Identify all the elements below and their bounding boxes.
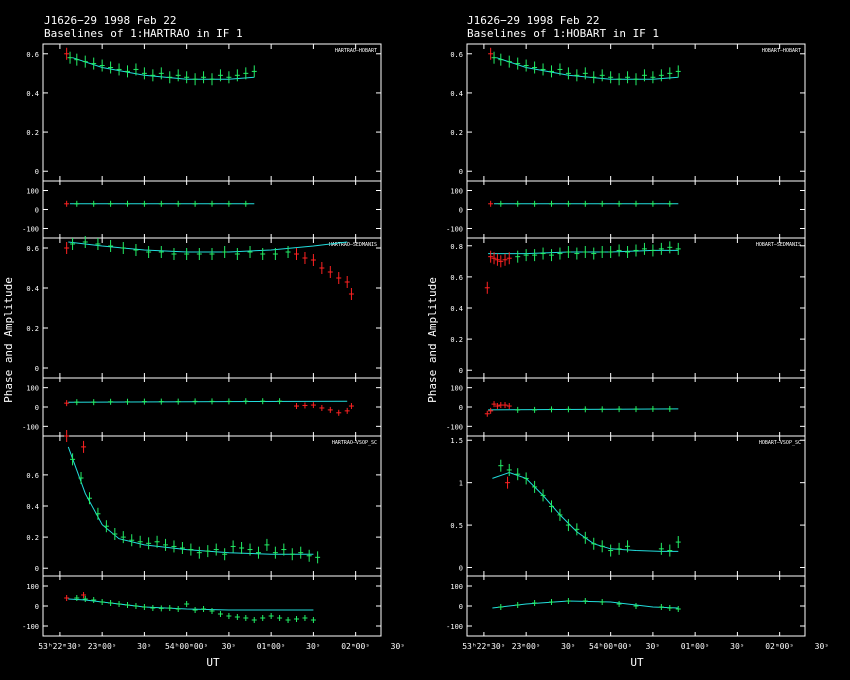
panel-1-amp-tick-label-3: 0.6 [26,51,39,59]
panel-6-amp-tick-label-0: 0 [459,565,463,573]
right-title-line2: Baselines of 1:HOBART in IF 1 [467,27,659,40]
col2-x-tick-label-1: 23ᵐ00ˢ [512,642,541,651]
left-ylabel: Phase and Amplitude [2,277,15,403]
panel-2-amp-tick-label-1: 0.2 [26,325,39,333]
panel-2-phase-model [68,400,348,403]
panel-5-amp-model [488,249,679,255]
panel-2-baseline-label: HARTRAO–SEDMANIS [329,242,377,248]
panel-5-amp-tick-label-0: 0 [459,367,463,375]
panel-2-amp-tick-label-3: 0.6 [26,245,39,253]
right-ylabel: Phase and Amplitude [426,277,439,403]
panel-5-phase-tick-label-0: -100 [446,423,463,431]
col1-x-tick-label-0: 53ʰ22ᵐ30ˢ [38,642,81,651]
panel-3-phase-tick-label-0: -100 [22,623,39,631]
panel-5-phase-tick-label-1: 0 [459,404,463,412]
panel-4-amp-tick-label-0: 0 [459,168,463,176]
col2-x-tick-label-4: 30ˢ [646,642,660,651]
panel-4-baseline-label: HOBART–HOBART [762,48,801,54]
panel-5-amp-tick-label-1: 0.2 [450,336,463,344]
panel-2-phase-tick-label-1: 0 [35,404,39,412]
panel-3-amp-tick-label-3: 0.6 [26,472,39,480]
col2-x-tick-label-6: 30ˢ [730,642,744,651]
panel-6-amp-tick-label-3: 1.5 [450,437,463,445]
panel-1-baseline-label: HARTRAO–HOBART [335,48,377,54]
col2-x-tick-label-8: 30ˢ [815,642,829,651]
panel-1-phase-tick-label-0: -100 [22,226,39,234]
panel-6-amp-tick-label-2: 1 [459,480,463,488]
panel-1-amp-tick-label-2: 0.4 [26,90,39,98]
panel-3-phase-tick-label-1: 0 [35,603,39,611]
panel-3-phase-model [68,598,314,611]
col2-x-tick-label-2: 30ˢ [561,642,575,651]
panel-2-phase-tick-label-0: -100 [22,423,39,431]
panel-4-phase-tick-label-2: 100 [450,188,463,196]
col1-x-tick-label-1: 23ᵐ00ˢ [88,642,117,651]
panel-1-amp-tick-label-0: 0 [35,168,39,176]
panel-1-phase-tick-label-2: 100 [26,188,39,196]
col1-x-tick-label-8: 30ˢ [391,642,405,651]
panel-5-baseline-label: HOBART–SEDMANIS [756,242,801,248]
panel-1-phase-tick-label-1: 0 [35,207,39,215]
panel-2-phase-tick-label-2: 100 [26,385,39,393]
panel-2-amp-tick-label-0: 0 [35,365,39,373]
panel-4-amp-tick-label-2: 0.4 [450,90,463,98]
col1-x-tick-label-2: 30ˢ [137,642,151,651]
panel-4-amp-model [496,57,679,80]
panel-3-amp-tick-label-2: 0.4 [26,503,39,511]
col1-x-tick-label-6: 30ˢ [306,642,320,651]
right-title-line1: J1626−29 1998 Feb 22 [467,14,599,27]
plot-group: HARTRAO–HOBART00.20.40.6-1000100HARTRAO–… [22,43,829,651]
panel-2-amp-model [68,241,348,253]
panel-5-amp-tick-label-3: 0.6 [450,274,463,282]
panel-2-amp-tick-label-2: 0.4 [26,285,39,293]
panel-3-amp-tick-label-1: 0.2 [26,534,39,542]
panel-6-phase-tick-label-0: -100 [446,623,463,631]
panel-1-amp-model [72,57,255,80]
panel-3-amp-tick-label-0: 0 [35,565,39,573]
col2-x-tick-label-0: 53ʰ22ᵐ30ˢ [462,642,505,651]
col1-x-tick-label-3: 54ʰ00ᵐ00ˢ [165,642,208,651]
panel-4-amp-tick-label-3: 0.6 [450,51,463,59]
panel-5-amp-tick-label-4: 0.8 [450,243,463,251]
left-title-line1: J1626−29 1998 Feb 22 [44,14,176,27]
panel-3-phase-tick-label-2: 100 [26,583,39,591]
col2-x-tick-label-5: 01ᵐ00ˢ [681,642,710,651]
left-xlabel: UT [206,656,220,669]
panel-3-baseline-label: HARTRAO–VSOP_SC [332,440,377,446]
panel-6-phase-model [492,600,679,609]
panel-6-phase-tick-label-1: 0 [459,603,463,611]
col2-x-tick-label-3: 54ʰ00ᵐ00ˢ [589,642,632,651]
panel-4-phase-tick-label-0: -100 [446,226,463,234]
col2-x-tick-label-7: 02ᵐ00ˢ [765,642,794,651]
panel-6-amp-tick-label-1: 0.5 [450,522,463,530]
left-title-line2: Baselines of 1:HARTRAO in IF 1 [44,27,243,40]
panel-1-amp-tick-label-1: 0.2 [26,129,39,137]
panel-5-phase-tick-label-2: 100 [450,385,463,393]
right-xlabel: UT [630,656,644,669]
panel-3-amp-model [67,446,314,555]
panel-5-amp-tick-label-2: 0.4 [450,305,463,313]
col1-x-tick-label-7: 02ᵐ00ˢ [341,642,370,651]
panel-6-baseline-label: HOBART–VSOP_SC [759,440,801,446]
panel-6-phase-tick-label-2: 100 [450,583,463,591]
col1-x-tick-label-5: 01ᵐ00ˢ [257,642,286,651]
panel-4-amp-tick-label-1: 0.2 [450,129,463,137]
col1-x-tick-label-4: 30ˢ [222,642,236,651]
panel-4-phase-tick-label-1: 0 [459,207,463,215]
